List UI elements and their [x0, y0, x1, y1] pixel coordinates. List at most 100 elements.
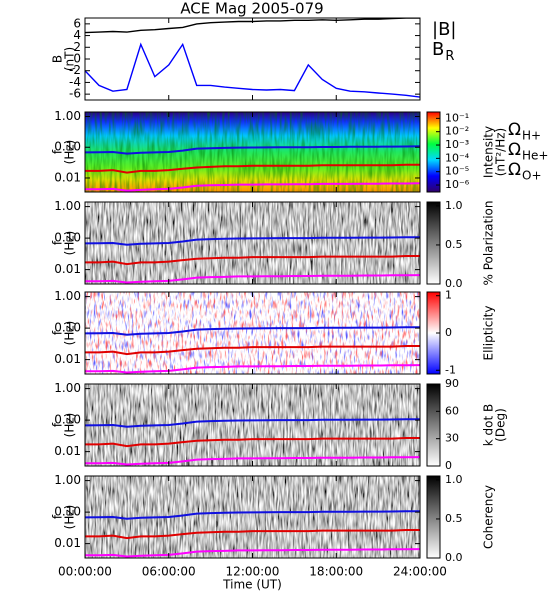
- panel: 1.00 0.10 0.01 f(Hz) 1 0 -1 Ellipticity: [51, 289, 496, 377]
- y-axis-label: (Hz): [63, 413, 77, 438]
- colorbar-label: % Polarization: [482, 201, 496, 286]
- panel: 1.00 0.10 0.01 00:00:00 06:00:00 12:00:00 18:0…: [51, 473, 496, 592]
- y-axis-label: f: [51, 422, 65, 427]
- colorbar-tick-label: 1: [445, 289, 452, 302]
- y-tick-label: 0.10: [54, 231, 81, 245]
- spectrogram: [85, 202, 420, 284]
- series-line: [85, 548, 420, 558]
- y-tick-label: 0.10: [54, 413, 81, 427]
- y-tick-label: -4: [69, 75, 81, 89]
- x-tick-label: 12:00:00: [226, 565, 280, 579]
- y-tick-label: 1.00: [54, 289, 81, 303]
- legend-label: B: [432, 39, 444, 60]
- series-line: [85, 274, 420, 284]
- colorbar-tick-label: 0.0: [445, 277, 463, 290]
- y-tick-label: 4: [73, 28, 81, 42]
- x-axis-label: Time (UT): [222, 578, 282, 592]
- y-axis-label: (Hz): [63, 140, 77, 165]
- colorbar-tick-label: 30: [445, 432, 459, 445]
- panel: 1.00 0.10 0.01 f(Hz) 1.0 0.5 0.0 % Polarization: [51, 199, 496, 290]
- y-tick-label: 1.00: [54, 473, 81, 487]
- colorbar-tick-label: 1.0: [445, 199, 463, 212]
- y-tick-label: -6: [69, 87, 81, 101]
- colorbar-tick-label: 10⁻²: [445, 125, 469, 138]
- series-line: [85, 326, 420, 336]
- y-axis-label: (Hz): [63, 505, 77, 530]
- series-line: [85, 145, 420, 155]
- series-line: [85, 364, 420, 374]
- colorbar-tick-label: 10⁻⁵: [445, 165, 469, 178]
- y-axis-label: (nT): [63, 47, 77, 71]
- legend-subscript: R: [445, 49, 454, 64]
- y-axis-label: f: [51, 514, 65, 519]
- colorbar-tick-label: 0.5: [445, 512, 463, 525]
- y-tick-label: 0.01: [54, 262, 81, 276]
- colorbar-tick-label: 10⁻³: [445, 138, 469, 151]
- colorbar-label: (nT²/Hz): [494, 128, 508, 176]
- legend-subscript: He+: [522, 148, 548, 162]
- x-tick-label: 18:00:00: [309, 565, 363, 579]
- spectrogram: [85, 384, 420, 466]
- y-tick-label: 0.10: [54, 505, 81, 519]
- series-line: [85, 456, 420, 466]
- y-axis-label: f: [51, 330, 65, 335]
- y-tick-label: 0.01: [54, 536, 81, 550]
- panel: 1.00 0.10 0.01 f(Hz) 10⁻¹10⁻²10⁻³10⁻⁴10⁻⁵10⁻…: [51, 109, 508, 193]
- spectrogram: [85, 476, 420, 558]
- y-tick-label: 1.00: [54, 109, 81, 123]
- legend-subscript: H+: [522, 128, 541, 142]
- colorbar-label: Coherency: [482, 485, 496, 549]
- colorbar-label: Intensity: [482, 126, 496, 178]
- colorbar: [426, 383, 441, 467]
- series-line: [85, 255, 420, 266]
- y-tick-label: 0.01: [54, 352, 81, 366]
- colorbar-tick-label: 10⁻¹: [445, 111, 469, 124]
- y-tick-label: 1.00: [54, 381, 81, 395]
- x-tick-label: 00:00:00: [58, 565, 112, 579]
- colorbar: [426, 475, 441, 559]
- colorbar-tick-label: 10⁻⁴: [445, 151, 470, 164]
- y-tick-label: 0: [73, 52, 81, 66]
- y-tick-label: 6: [73, 16, 81, 30]
- colorbar-label: k dot B: [482, 404, 496, 446]
- series-line: [85, 345, 420, 356]
- colorbar-tick-label: 0.0: [445, 551, 463, 564]
- series-line: [85, 437, 420, 448]
- y-tick-label: 0.01: [54, 170, 81, 184]
- colorbar-tick-label: 0: [445, 326, 452, 339]
- plot-frame: [84, 17, 421, 101]
- series-line: [85, 163, 420, 174]
- chart-title: ACE Mag 2005-079: [180, 0, 323, 18]
- series-line: [85, 418, 420, 428]
- colorbar-tick-label: 1.0: [445, 473, 463, 486]
- y-axis-label: f: [51, 240, 65, 245]
- y-axis-label: f: [51, 149, 65, 154]
- colorbar-tick-label: 0: [445, 459, 452, 472]
- legend-subscript: O+: [522, 168, 542, 182]
- y-tick-label: 0.10: [54, 140, 81, 154]
- x-tick-label: 24:00:00: [393, 565, 447, 579]
- legend-label: Ω: [508, 140, 521, 160]
- y-axis-label: (Hz): [63, 231, 77, 256]
- colorbar-tick-label: 60: [445, 404, 459, 417]
- y-axis-label: B: [51, 55, 65, 63]
- series-line: [85, 510, 420, 520]
- y-axis-label: (Hz): [63, 321, 77, 346]
- y-tick-label: -2: [69, 63, 81, 77]
- colorbar-tick-label: -1: [445, 363, 456, 376]
- y-tick-label: 1.00: [54, 199, 81, 213]
- legend-label: Ω: [508, 120, 521, 140]
- series-line: [85, 529, 420, 540]
- y-tick-label: 2: [73, 40, 81, 54]
- x-tick-label: 06:00:00: [142, 565, 196, 579]
- colorbar-tick-label: 0.5: [445, 238, 463, 251]
- legend-label: Ω: [508, 160, 521, 180]
- y-tick-label: 0.10: [54, 321, 81, 335]
- colorbar-label: (Deg): [494, 408, 508, 442]
- spectrogram-red: [85, 292, 420, 374]
- colorbar: [426, 201, 441, 285]
- colorbar: [426, 111, 441, 193]
- series-line: [85, 236, 420, 246]
